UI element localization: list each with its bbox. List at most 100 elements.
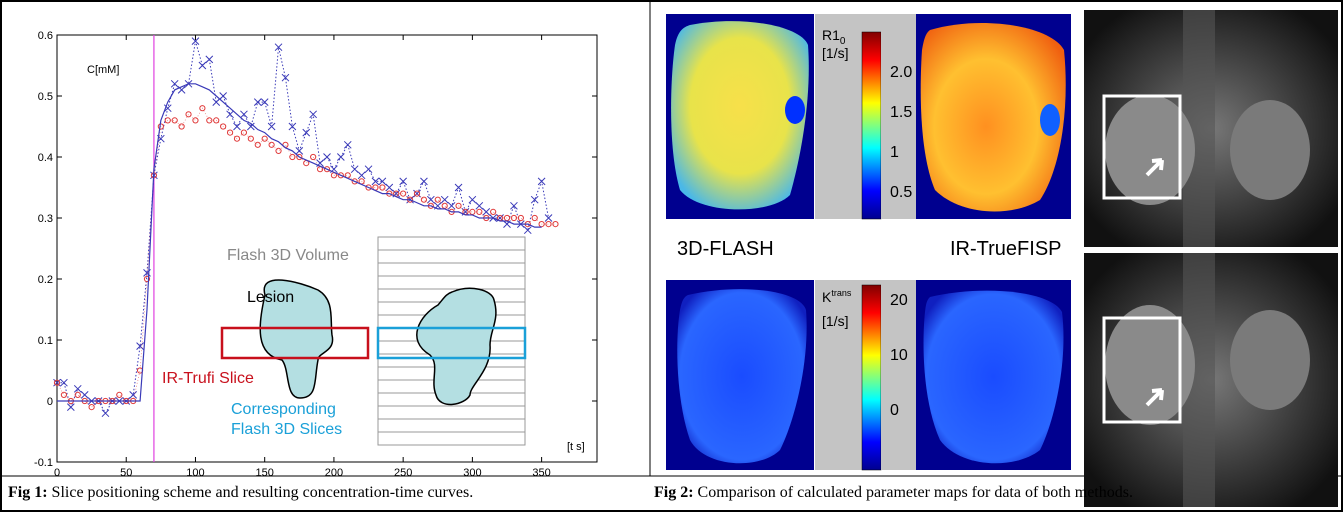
y-axis-label: C[mM] [87,64,119,76]
marker-o [192,117,199,124]
marker-o [490,208,497,215]
y-tick-label: 0.4 [38,152,53,164]
marker-o [60,391,68,398]
map [671,21,809,210]
marker-o [206,117,213,124]
marker-x [66,403,75,411]
marker-x [378,177,387,186]
marker-x [129,391,138,399]
marker-o [213,117,220,124]
marker-x [420,177,428,186]
marker-o [116,391,123,398]
colorbar-title: R10 [822,27,846,47]
marker-x [323,153,331,161]
marker-o [510,214,518,222]
scheme-label: Flash 3D Volume [227,247,349,264]
scheme-label: Lesion [247,289,294,306]
caption: Fig 2: Comparison of calculated paramete… [654,484,1133,501]
map-label: IR-TrueFISP [950,238,1062,260]
marker-o [199,105,206,112]
marker-o [379,184,386,191]
marker-o [517,214,524,222]
marker-o [185,111,192,118]
colorbar-tick-label: 10 [890,347,908,364]
marker-x [454,183,463,192]
marker-x [357,171,366,180]
marker-o [143,275,151,283]
marker-o [74,391,81,398]
marker-x [219,92,228,100]
marker-o [337,172,344,179]
x-tick-label: 300 [463,467,481,479]
colorbar-panel [881,280,916,470]
marker-o [164,117,171,124]
marker-o [552,221,559,228]
colorbar-tick-label: 20 [890,292,908,309]
colorbar-title: R1 [822,27,840,43]
organ [1230,100,1310,200]
colorbar-title: K [822,289,832,305]
colorbar [861,284,882,471]
marker-x [80,391,89,399]
y-tick-label: 0.6 [38,30,53,42]
marker-o [545,221,552,228]
scheme: Flash 3D Volume Lesion IR-Trufi Slice Co… [162,236,527,446]
marker-o [171,117,178,124]
marker-x [253,98,262,106]
roi-box [1102,316,1182,424]
marker-o [233,135,241,142]
marker-x [399,177,408,186]
mri-images [1084,10,1338,507]
map-label: 3D-FLASH [677,238,774,260]
y-tick-label: 0.2 [38,274,53,286]
marker-x [482,208,491,216]
marker-x [350,165,359,174]
colorbar-title: trans [831,288,852,298]
y-tick-label: 0.5 [38,91,53,103]
marker-o [323,166,331,173]
marker-o [88,404,95,411]
marker-x [233,122,241,131]
fit-curve [57,83,542,402]
colorbar-tick-label: 0.5 [890,184,912,201]
marker-x [191,37,200,45]
marker-o [413,190,421,197]
marker-x [544,214,553,222]
x-tick-label: 50 [120,467,132,479]
organ [1230,310,1310,410]
marker-x [523,226,532,235]
marker-x [274,43,283,52]
marker-x [537,177,546,186]
marker-x [60,378,68,387]
marker-x [226,110,234,119]
marker-o [531,214,538,222]
y-tick-label: 0.3 [38,213,53,225]
caption-text: Slice positioning scheme and resulting c… [48,484,474,501]
scheme-label: Flash 3D Slices [231,421,342,438]
marker-o [240,129,248,136]
marker-o [365,184,372,191]
map [923,290,1064,464]
marker-x [447,201,456,210]
x-tick-label: 150 [256,467,274,479]
x-tick-label: 250 [394,467,412,479]
plot-area [56,34,598,463]
marker-x [288,122,297,131]
marker-x [309,110,318,119]
marker-o [400,190,407,197]
marker-x [468,195,477,204]
marker-x [336,153,345,161]
colorbar-title: 0 [840,36,846,47]
x-tick-label: 350 [532,467,550,479]
marker-x [136,342,144,350]
marker-o [275,147,282,154]
slice-box [376,326,527,360]
colorbar-tick-label: 1.5 [890,104,912,121]
marker-x [170,79,179,88]
marker-x [440,195,449,204]
marker-o [247,135,254,142]
marker-x [73,384,82,393]
map [920,22,1066,212]
